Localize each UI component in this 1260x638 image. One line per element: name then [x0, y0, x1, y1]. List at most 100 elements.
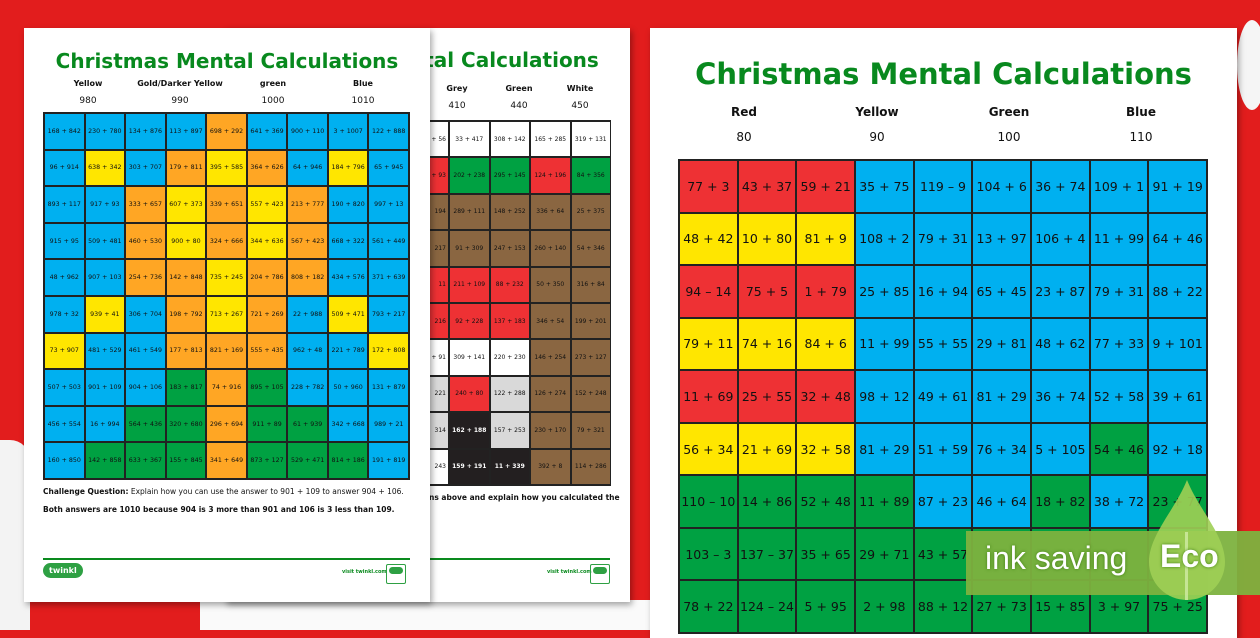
grid-cell: 137 – 37	[737, 527, 797, 581]
grid-cell: 77 + 33	[1089, 317, 1149, 371]
grid-cell: 16 + 94	[913, 265, 973, 318]
grid-cell: 59 + 21	[796, 160, 855, 213]
grid-cell: 46 + 64	[972, 475, 1031, 528]
grid-cell: 33 + 417	[449, 121, 490, 158]
grid-cell: 54 + 46	[1089, 422, 1149, 476]
grid-cell: 94 – 14	[679, 265, 738, 318]
grid-cell: 49 + 61	[913, 370, 973, 423]
grid-cell: 64 + 946	[287, 149, 328, 187]
grid-cell: 633 + 367	[125, 442, 166, 479]
worksheet-title: Christmas Mental Calculations	[55, 49, 399, 73]
grid-cell: 221 + 789	[327, 332, 369, 370]
grid-cell: 915 + 95	[44, 222, 85, 260]
grid-cell: 165 + 285	[530, 121, 571, 158]
grid-cell: 199 + 201	[570, 303, 611, 340]
grid-cell: 3 + 1007	[327, 113, 369, 150]
quality-badge-icon	[386, 564, 406, 584]
calculation-grid: + 56 33 + 417 308 + 142 165 + 285 319 + 131 +…	[407, 120, 611, 486]
grid-cell: 10 + 80	[737, 212, 797, 266]
grid-cell: 23 + 87	[1031, 265, 1090, 318]
grid-cell: 25 + 85	[855, 265, 914, 318]
grid-cell: 35 + 65	[796, 527, 855, 581]
grid-cell: 939 + 41	[84, 295, 126, 333]
grid-cell: 202 + 238	[449, 157, 490, 194]
grid-cell: 65 + 945	[368, 149, 409, 187]
grid-cell: 11 + 99	[1089, 212, 1149, 266]
visit-link[interactable]: visit twinkl.com	[547, 569, 592, 575]
grid-cell: 11 + 69	[679, 370, 738, 423]
grid-cell: 668 + 322	[327, 222, 369, 260]
grid-cell: 213 + 777	[287, 186, 328, 223]
grid-cell: 309 + 141	[449, 339, 490, 376]
grid-cell: 172 + 808	[368, 332, 409, 370]
grid-cell: 29 + 71	[855, 527, 914, 581]
grid-cell: 190 + 820	[327, 186, 369, 223]
twinkl-logo: twinkl	[43, 563, 83, 578]
key-value: 450	[571, 101, 589, 111]
eco-badge: Eco	[1160, 538, 1219, 574]
grid-cell: 84 + 6	[796, 317, 855, 371]
key-color: green	[259, 79, 287, 88]
challenge-question: Challenge Question: Explain how you can …	[43, 487, 404, 496]
challenge-text: Explain how you can use the answer to 90…	[130, 487, 404, 496]
grid-cell: 303 + 707	[125, 149, 166, 187]
grid-cell: 54 + 346	[570, 230, 611, 267]
grid-cell: 84 + 356	[570, 157, 611, 194]
grid-cell: 65 + 45	[972, 265, 1031, 318]
key-color: Gold/Darker Yellow	[137, 79, 223, 88]
grid-cell: 557 + 423	[246, 186, 288, 223]
grid-cell: 159 + 191	[449, 448, 490, 485]
grid-cell: 456 + 554	[44, 405, 85, 443]
grid-cell: 344 + 636	[246, 222, 288, 260]
grid-cell: 339 + 651	[206, 186, 247, 223]
grid-cell: 461 + 549	[125, 332, 166, 370]
grid-cell: 78 + 22	[679, 580, 738, 633]
grid-cell: 160 + 850	[44, 442, 85, 479]
grid-cell: 306 + 704	[125, 295, 166, 333]
grid-cell: 16 + 994	[84, 405, 126, 443]
grid-cell: 1 + 79	[796, 265, 855, 318]
key-value: 100	[997, 130, 1021, 144]
grid-cell: 88 + 12	[913, 580, 973, 633]
footer-line	[407, 558, 610, 560]
grid-cell: 808 + 182	[287, 259, 328, 296]
grid-cell: 32 + 58	[796, 422, 855, 476]
grid-cell: 721 + 269	[246, 295, 288, 333]
worksheet-left: Christmas Mental Calculations Yellow Gol…	[24, 28, 430, 602]
grid-cell: 13 + 97	[972, 212, 1031, 266]
grid-cell: 220 + 230	[489, 339, 530, 376]
grid-cell: 507 + 503	[44, 369, 85, 406]
grid-cell: 48 + 62	[1031, 317, 1090, 371]
visit-link[interactable]: visit twinkl.com	[342, 569, 387, 575]
key-color: Grey	[446, 84, 468, 93]
grid-cell: 48 + 962	[44, 259, 85, 296]
grid-cell: 39 + 61	[1148, 370, 1207, 423]
key-value: 440	[510, 101, 528, 111]
grid-cell: 481 + 529	[84, 332, 126, 370]
key-color: Yellow	[73, 79, 103, 88]
grid-cell: 561 + 449	[368, 222, 409, 260]
grid-cell: 177 + 813	[165, 332, 207, 370]
grid-cell: 75 + 5	[737, 265, 797, 318]
grid-cell: 211 + 109	[449, 266, 490, 303]
grid-cell: 134 + 876	[125, 113, 166, 150]
grid-cell: 997 + 13	[368, 186, 409, 223]
grid-cell: 168 + 842	[44, 113, 85, 150]
grid-cell: 978 + 32	[44, 295, 85, 333]
key-value: 110	[1129, 130, 1153, 144]
grid-cell: 735 + 245	[206, 259, 247, 296]
grid-cell: 183 + 817	[165, 369, 207, 406]
grid-cell: 108 + 2	[855, 212, 914, 266]
grid-cell: 230 + 170	[530, 412, 571, 449]
grid-cell: 110 – 10	[679, 475, 738, 528]
grid-cell: 247 + 153	[489, 230, 530, 267]
grid-cell: 564 + 436	[125, 405, 166, 443]
grid-cell: 61 + 939	[287, 405, 328, 443]
grid-cell: 79 + 321	[570, 412, 611, 449]
challenge-answer: Both answers are 1010 because 904 is 3 m…	[43, 505, 395, 514]
grid-cell: 289 + 111	[449, 193, 490, 231]
grid-cell: 900 + 80	[165, 222, 207, 260]
grid-cell: 131 + 879	[368, 369, 409, 406]
instruction-text: ns above and explain how you calculated …	[429, 493, 620, 502]
grid-cell: 96 + 914	[44, 149, 85, 187]
